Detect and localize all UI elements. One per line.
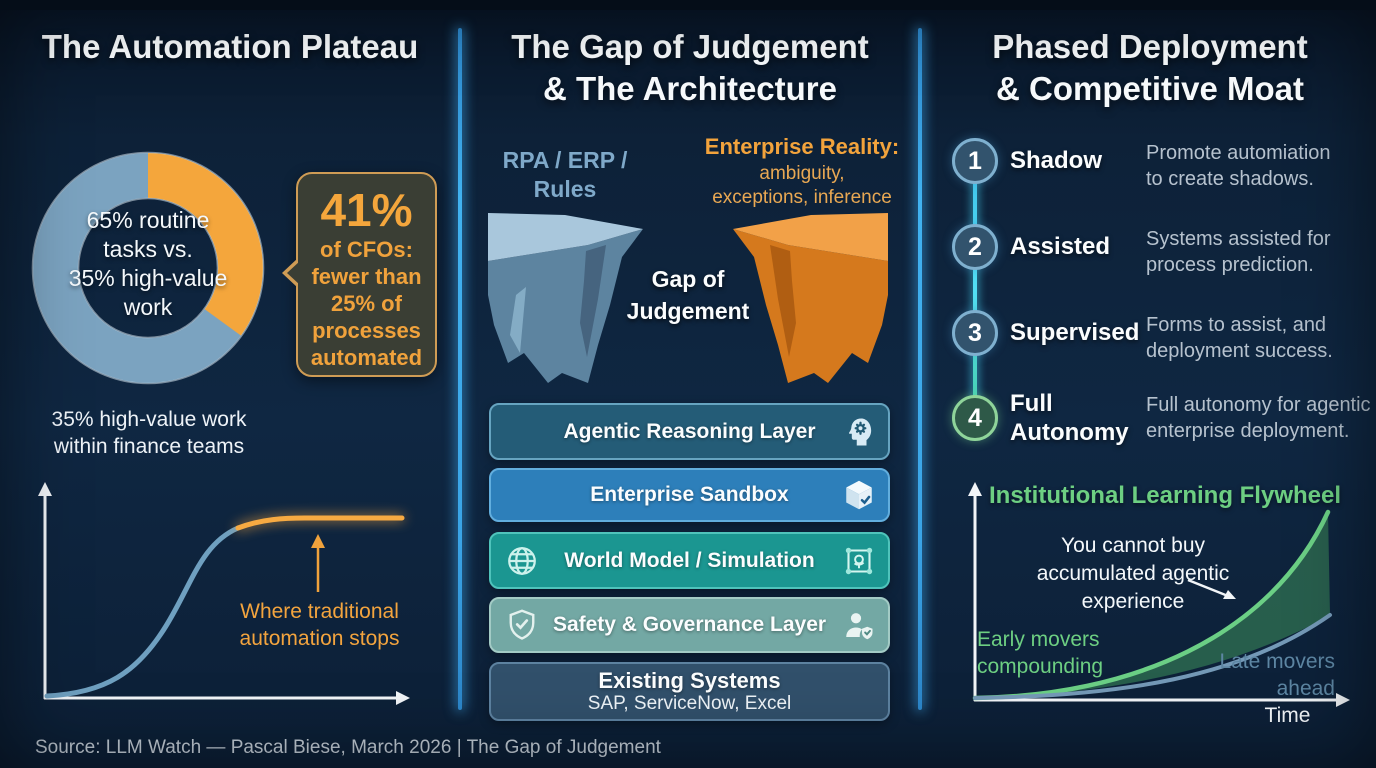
phase-number: 4 (968, 403, 982, 432)
phase-circle-3: 3 (952, 310, 998, 356)
layer-label: Existing Systems (598, 668, 781, 693)
phase-desc-2: Systems assisted for process prediction. (1146, 228, 1331, 276)
phase-label-full-autonomy: Full Autonomy (1010, 390, 1129, 446)
late-movers-label: Late movers ahead (1219, 650, 1335, 700)
late-movers-curve (973, 613, 1332, 700)
layer-label: Safety & Governance Layer (552, 613, 827, 636)
x-axis-arrow (396, 691, 410, 705)
cfo-stat-callout: 41% of CFOs: fewer than 25% of processes… (282, 172, 437, 377)
enterprise-reality-sub: ambiguity, exceptions, inference (712, 163, 892, 208)
source-attribution: Source: LLM Watch — Pascal Biese, March … (35, 737, 661, 758)
phase-label-supervised: Supervised (1010, 319, 1140, 346)
layer-safety-governance: Safety & Governance Layer (489, 597, 890, 653)
shield-check-icon (509, 609, 535, 640)
annotation-arrow (1223, 590, 1236, 599)
phase-number: 2 (968, 232, 982, 261)
head-gear-icon (848, 418, 872, 445)
flywheel-annotation: You cannot buy accumulated agentic exper… (1036, 534, 1230, 613)
annotation-arrow-up (311, 534, 325, 548)
flywheel-fill-area (975, 512, 1330, 698)
enterprise-reality-title: Enterprise Reality: (704, 134, 900, 159)
donut-caption: 35% high-value work within finance teams (51, 408, 247, 458)
phase-desc-1: Promote automiation to create shadows. (1146, 142, 1331, 190)
s-curve-chart (38, 482, 410, 705)
phase-circle-1: 1 (952, 138, 998, 184)
x-axis-arrow (1336, 693, 1350, 707)
donut-chart (31, 151, 265, 385)
donut-center-label: 65% routine tasks vs. 35% high-value wor… (68, 207, 228, 320)
callout-body: of CFOs: fewer than 25% of processes aut… (310, 237, 423, 370)
s-curve-annotation: Where traditional automation stops (239, 600, 400, 650)
phase-number: 1 (968, 146, 982, 175)
phase-circle-2: 2 (952, 224, 998, 270)
flywheel-chart (968, 482, 1350, 707)
layer-agentic-reasoning: Agentic Reasoning Layer (489, 403, 890, 460)
simulation-box-icon (845, 547, 873, 574)
phase-label-assisted: Assisted (1010, 233, 1111, 260)
time-axis-label: Time (1264, 704, 1311, 727)
layer-label: World Model / Simulation (564, 548, 815, 572)
layer-label: Agentic Reasoning Layer (563, 419, 816, 443)
layer-sublabel: SAP, ServiceNow, Excel (587, 693, 792, 714)
layer-enterprise-sandbox: Enterprise Sandbox (489, 468, 890, 522)
user-shield-icon (846, 613, 873, 640)
callout-big-number: 41% (320, 184, 413, 236)
s-curve-plateau-orange (235, 515, 405, 531)
phase-desc-4: Full autonomy for agentic enterprise dep… (1146, 394, 1371, 442)
col3-title: Phased Deployment & Competitive Moat (992, 28, 1308, 107)
layer-world-model: World Model / Simulation (489, 532, 890, 589)
layer-label: Enterprise Sandbox (590, 483, 789, 506)
phase-desc-3: Forms to assist, and deployment success. (1146, 314, 1333, 362)
y-axis-arrow (968, 482, 982, 496)
phase-label-shadow: Shadow (1010, 147, 1103, 174)
early-movers-label: Early movers compounding (977, 628, 1104, 678)
flywheel-title: Institutional Learning Flywheel (988, 482, 1342, 509)
cliffs-illustration (488, 213, 888, 383)
phase-circle-4: 4 (952, 395, 998, 441)
cube-check-icon (846, 480, 872, 510)
column-divider-right (918, 28, 922, 710)
gap-of-judgement-label: Gap of Judgement (626, 266, 750, 324)
col2-title: The Gap of Judgement & The Architecture (511, 28, 869, 107)
col1-title: The Automation Plateau (41, 28, 419, 65)
column-divider-left (458, 28, 462, 710)
s-curve-blue (44, 525, 241, 699)
y-axis-arrow (38, 482, 52, 496)
phase-connector-line (973, 162, 977, 418)
layer-existing-systems: Existing Systems SAP, ServiceNow, Excel (489, 662, 890, 721)
phase-number: 3 (968, 318, 982, 347)
globe-icon (508, 546, 536, 575)
rpa-erp-rules-label: RPA / ERP / Rules (502, 147, 628, 202)
